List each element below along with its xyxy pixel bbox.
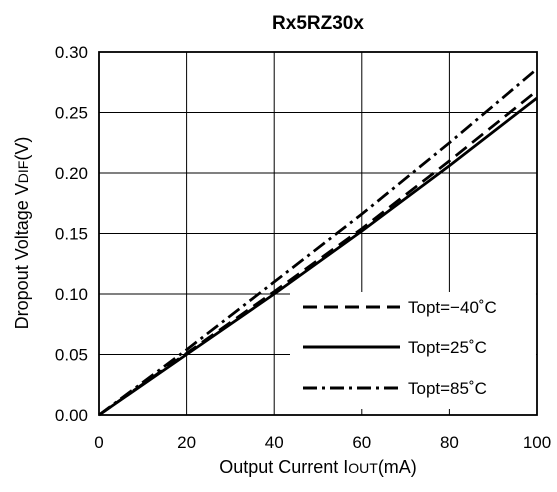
plot-frame xyxy=(98,51,538,416)
y-tick-labels: 0.00 0.05 0.10 0.15 0.20 0.25 0.30 xyxy=(55,43,88,425)
x-tick-label: 60 xyxy=(352,433,371,452)
y-tick-label: 0.00 xyxy=(55,406,88,425)
legend: Topt=−40˚C Topt=25˚C Topt=85˚C xyxy=(303,298,497,398)
x-axis-label: Output Current IOUT(mA) xyxy=(219,457,417,477)
x-tick-label: 0 xyxy=(94,433,103,452)
legend-entry-0: Topt=−40˚C xyxy=(408,298,497,317)
x-tick-label: 80 xyxy=(440,433,459,452)
y-tick-label: 0.10 xyxy=(55,285,88,304)
x-axis-label-main: Output Current I xyxy=(219,457,348,477)
y-axis-label-suffix: (V) xyxy=(12,137,32,161)
x-tick-label: 20 xyxy=(177,433,196,452)
y-tick-label: 0.20 xyxy=(55,164,88,183)
x-axis-label-suffix: (mA) xyxy=(378,457,417,477)
y-tick-label: 0.15 xyxy=(55,225,88,244)
y-tick-label: 0.25 xyxy=(55,104,88,123)
x-tick-label: 100 xyxy=(523,433,551,452)
y-tick-label: 0.30 xyxy=(55,43,88,62)
x-tick-label: 40 xyxy=(265,433,284,452)
x-tick-labels: 0 20 40 60 80 100 xyxy=(94,433,551,452)
y-axis-label-main: Dropout Voltage V xyxy=(12,183,32,329)
series-lines xyxy=(98,67,538,417)
y-tick-label: 0.05 xyxy=(55,346,88,365)
x-axis-label-sub: OUT xyxy=(348,460,378,476)
series-line-2 xyxy=(98,67,538,417)
y-axis-label-sub: DIF xyxy=(15,161,31,184)
series-line-1 xyxy=(98,96,538,417)
legend-entry-2: Topt=85˚C xyxy=(408,379,487,398)
legend-entry-1: Topt=25˚C xyxy=(408,338,487,357)
chart-title: Rx5RZ30x xyxy=(272,13,364,34)
y-axis-label: Dropout Voltage VDIF(V) xyxy=(12,137,32,330)
